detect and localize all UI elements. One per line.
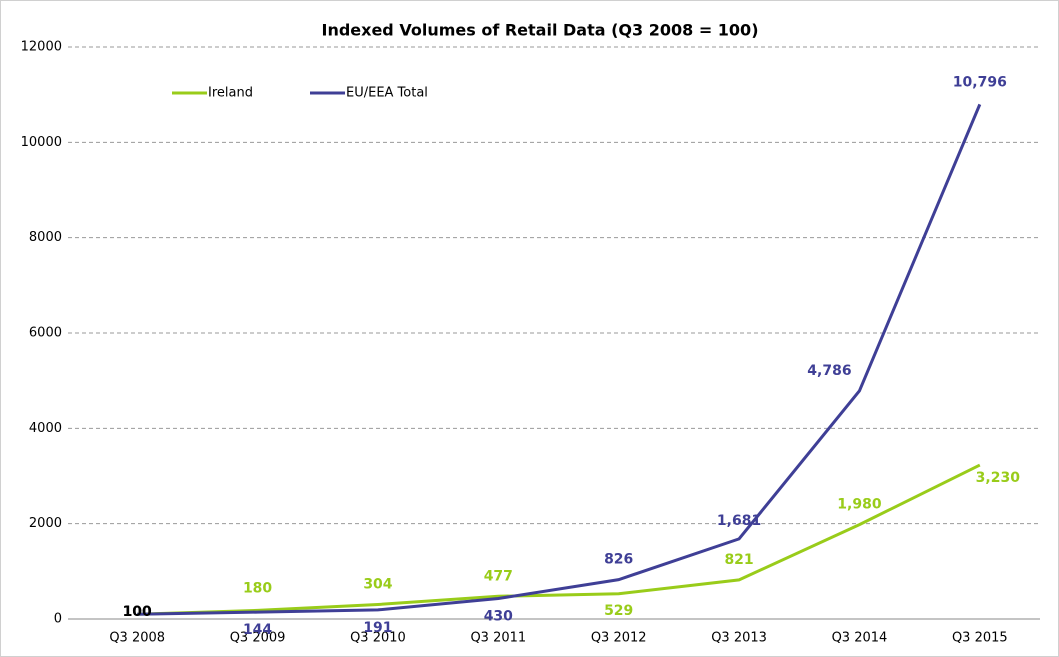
y-tick-label: 12000: [21, 40, 62, 55]
value-label: 826: [604, 552, 633, 568]
value-label: 10,796: [953, 74, 1007, 90]
value-label: 191: [363, 620, 392, 636]
x-tick-label: Q3 2009: [230, 631, 286, 646]
value-label: 529: [604, 603, 633, 619]
value-label: 144: [243, 622, 272, 638]
value-label: 821: [724, 552, 753, 568]
x-tick-label: Q3 2011: [470, 631, 526, 646]
value-label: 180: [243, 580, 272, 596]
chart-title: Indexed Volumes of Retail Data (Q3 2008 …: [321, 21, 758, 40]
x-tick-label: Q3 2014: [832, 631, 888, 646]
value-label: 304: [363, 577, 392, 593]
x-tick-label: Q3 2013: [711, 631, 767, 646]
legend-label: EU/EEA Total: [346, 86, 428, 101]
y-tick-label: 8000: [29, 230, 62, 245]
value-label: 430: [484, 609, 513, 625]
value-label: 4,786: [807, 363, 851, 379]
legend-label: Ireland: [208, 86, 253, 101]
line: [137, 463, 981, 616]
line: [137, 103, 982, 616]
y-tick-label: 10000: [21, 135, 62, 150]
y-tick-label: 2000: [29, 516, 62, 531]
y-tick-label: 6000: [29, 326, 62, 341]
y-tick-label: 4000: [29, 421, 62, 436]
value-label: 1,681: [717, 513, 761, 529]
y-tick-label: 0: [54, 612, 62, 627]
value-label: 1,980: [837, 497, 882, 513]
x-tick-label: Q3 2008: [109, 631, 165, 646]
x-tick-label: Q3 2015: [952, 631, 1008, 646]
value-label: 100: [123, 604, 152, 620]
value-label: 100: [123, 604, 152, 620]
value-label: 3,230: [976, 470, 1021, 486]
value-label: 477: [484, 568, 513, 584]
x-tick-label: Q3 2010: [350, 631, 406, 646]
x-tick-label: Q3 2012: [591, 631, 647, 646]
